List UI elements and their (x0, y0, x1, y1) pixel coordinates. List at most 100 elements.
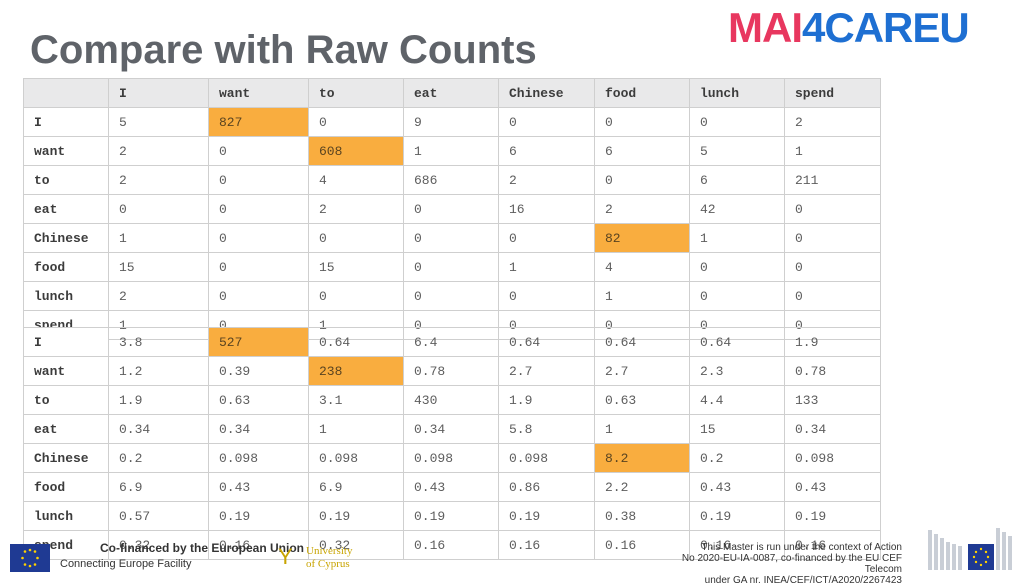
table-row: lunch 0.57 0.19 0.19 0.19 0.19 0.38 0.19 0.19 (23, 501, 881, 531)
table-cell: 0.34 (208, 414, 309, 444)
row-header: eat (23, 414, 109, 444)
table-cell: 15 (108, 252, 209, 282)
table-cell: 2.2 (594, 472, 690, 502)
table-cell: 0 (403, 223, 499, 253)
row-header: to (23, 165, 109, 195)
eu-flag-icon (10, 544, 50, 572)
row-header: want (23, 136, 109, 166)
table-row: lunch 2 0 0 0 0 1 0 0 (23, 281, 881, 311)
cef-text: Connecting Europe Facility (60, 558, 192, 570)
table-cell: 1.9 (498, 385, 595, 415)
table-cell: 4 (594, 252, 690, 282)
row-header: I (23, 107, 109, 137)
table-cell: 0 (403, 281, 499, 311)
highlighted-cell: 238 (308, 356, 404, 386)
table-cell: 0 (308, 223, 404, 253)
table-cell: 4 (308, 165, 404, 195)
table-cell: 1.9 (108, 385, 209, 415)
table-cell: 0 (308, 281, 404, 311)
table-cell: 0.2 (689, 443, 785, 473)
table-cell: 9 (403, 107, 499, 137)
university-emblem-icon: Y (278, 544, 293, 569)
table-cell: 0.32 (308, 530, 404, 560)
eu-cofinanced-text: Co-financed by the European Union (100, 541, 305, 555)
table-cell: 0.86 (498, 472, 595, 502)
table-cell: 2.3 (689, 356, 785, 386)
row-header: Chinese (23, 443, 109, 473)
row-header: Chinese (23, 223, 109, 253)
table-cell: 1 (594, 281, 690, 311)
master-funding-text: This Master is run under the context of … (660, 542, 902, 586)
table-cell: 0.34 (403, 414, 499, 444)
table-cell: 0 (594, 107, 690, 137)
table-cell: 2.7 (498, 356, 595, 386)
column-header: to (308, 78, 404, 108)
table-cell: 0.63 (208, 385, 309, 415)
table-cell: 0.16 (784, 530, 881, 560)
column-header: eat (403, 78, 499, 108)
european-commission-logo (920, 526, 1020, 574)
column-header: food (594, 78, 690, 108)
table-cell: 0 (208, 252, 309, 282)
table-cell: 0.64 (498, 327, 595, 357)
table-cell: 15 (308, 252, 404, 282)
table-cell: 0 (689, 281, 785, 311)
table-cell: 0.19 (689, 501, 785, 531)
reconstituted-counts-table: I 3.8 527 0.64 6.4 0.64 0.64 0.64 1.9 want 1.2 0.39… (23, 327, 881, 560)
table-cell: 0.39 (208, 356, 309, 386)
highlighted-cell: 827 (208, 107, 309, 137)
table-cell: 1 (594, 414, 690, 444)
table-cell: 0.098 (308, 443, 404, 473)
table-row: eat 0 0 2 0 16 2 42 0 (23, 194, 881, 224)
table-cell: 2 (108, 136, 209, 166)
table-cell: 1 (108, 223, 209, 253)
table-row: food 15 0 15 0 1 4 0 0 (23, 252, 881, 282)
table-cell: 0 (784, 223, 881, 253)
row-header: eat (23, 194, 109, 224)
university-logo-text: University of Cyprus (306, 545, 352, 571)
table-cell: 0.16 (594, 530, 690, 560)
table-cell: 0 (498, 107, 595, 137)
table-cell: 0.34 (108, 414, 209, 444)
table-cell: 0 (403, 194, 499, 224)
table-cell: 686 (403, 165, 499, 195)
table-cell: 0.43 (403, 472, 499, 502)
table-cell: 1 (498, 252, 595, 282)
table-cell: 0.19 (308, 501, 404, 531)
table-cell: 0.78 (403, 356, 499, 386)
table-cell: 0 (594, 165, 690, 195)
table-cell: 0.43 (784, 472, 881, 502)
table-cell: 0 (784, 281, 881, 311)
table-cell: 5 (689, 136, 785, 166)
table-cell: 0 (208, 223, 309, 253)
table-cell: 16 (498, 194, 595, 224)
table-cell: 0.19 (784, 501, 881, 531)
university-line-1: University (306, 545, 353, 557)
table-cell: 0.34 (784, 414, 881, 444)
table-cell: 0 (403, 252, 499, 282)
table-row: want 1.2 0.39 238 0.78 2.7 2.7 2.3 0.78 (23, 356, 881, 386)
table-cell: 0.64 (689, 327, 785, 357)
table-cell: 1 (308, 414, 404, 444)
table-cell: 2 (784, 107, 881, 137)
table-cell: 6 (689, 165, 785, 195)
table-cell: 0 (208, 281, 309, 311)
table-cell: 0.32 (108, 530, 209, 560)
highlighted-cell: 527 (208, 327, 309, 357)
table-cell: 0.43 (689, 472, 785, 502)
table-row: want 2 0 608 1 6 6 5 1 (23, 136, 881, 166)
table-cell: 3.8 (108, 327, 209, 357)
table-cell: 6.9 (308, 472, 404, 502)
table-cell: 0.57 (108, 501, 209, 531)
table-cell: 0 (108, 194, 209, 224)
table-cell: 0.19 (498, 501, 595, 531)
master-line-1: This Master is run under the context of … (701, 542, 902, 553)
table-cell: 0 (689, 107, 785, 137)
table-cell: 0 (498, 281, 595, 311)
table-cell: 0 (208, 165, 309, 195)
highlighted-cell: 82 (594, 223, 690, 253)
table-cell: 0.16 (689, 530, 785, 560)
table-cell: 0 (689, 252, 785, 282)
table-cell: 42 (689, 194, 785, 224)
